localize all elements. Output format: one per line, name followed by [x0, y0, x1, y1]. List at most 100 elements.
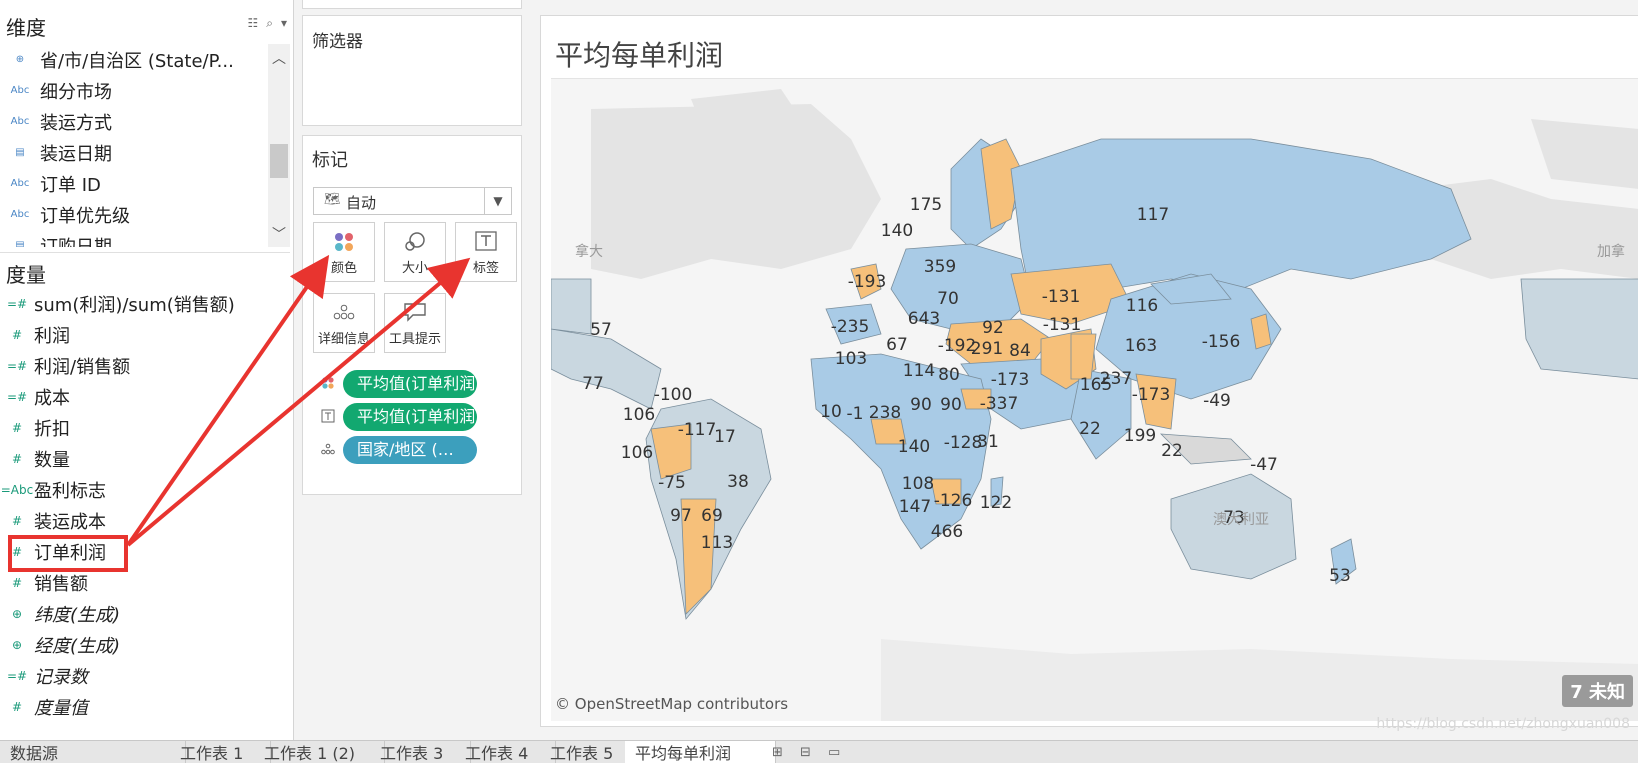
- label-button[interactable]: 标签: [455, 222, 517, 282]
- country-profit-label: 57: [590, 320, 612, 340]
- measure-field[interactable]: =# 成本: [0, 381, 290, 412]
- country-profit-label: -156: [1201, 332, 1241, 352]
- dimension-field[interactable]: ⊕ 省/市/自治区 (State/P...: [0, 44, 268, 75]
- dimension-field[interactable]: Abc 装运方式: [0, 106, 268, 137]
- scroll-thumb[interactable]: [270, 144, 288, 178]
- new-sheet-icon[interactable]: ⊞: [772, 745, 783, 760]
- filters-card[interactable]: 筛选器: [302, 15, 522, 126]
- measure-field[interactable]: =# 利润/销售额: [0, 350, 290, 381]
- mark-type-select[interactable]: 🗺 自动 ▼: [313, 187, 512, 215]
- country-profit-label: 92: [982, 318, 1004, 338]
- measure-field[interactable]: # 利润: [0, 319, 290, 350]
- tab-sheet[interactable]: 工作表 3: [370, 741, 471, 763]
- tooltip-button-label: 工具提示: [388, 332, 441, 347]
- search-icon[interactable]: ⌕: [266, 16, 273, 30]
- country-profit-label: 103: [834, 349, 868, 369]
- dimension-field[interactable]: Abc 订单优先级: [0, 199, 268, 230]
- size-button[interactable]: 大小: [384, 222, 446, 282]
- mexico-central-america: [551, 328, 662, 410]
- tab-sheet[interactable]: 平均每单利润: [625, 741, 776, 763]
- dimension-field[interactable]: Abc 订单 ID: [0, 168, 268, 199]
- world-map[interactable]: 57 77 -100 106 106 -117 17 -75 38 97 69 113 175 140 35…: [551, 78, 1638, 721]
- dimensions-scrollbar[interactable]: ︿ ﹀: [268, 44, 290, 247]
- measure-field-label: 利润: [34, 325, 70, 347]
- dimension-field[interactable]: Abc 细分市场: [0, 75, 268, 106]
- mark-type-label: 自动: [346, 194, 377, 212]
- measure-field[interactable]: ⊕ 纬度(生成): [0, 598, 290, 629]
- tab-sheet[interactable]: 工作表 1: [170, 741, 271, 763]
- size-button-label: 大小: [401, 261, 428, 276]
- measure-field[interactable]: ⊕ 经度(生成): [0, 629, 290, 660]
- measure-field[interactable]: # 折扣: [0, 412, 290, 443]
- country-profit-label: 90: [940, 395, 962, 415]
- measure-field[interactable]: =# 记录数: [0, 660, 290, 691]
- country-profit-label: -75: [658, 473, 686, 493]
- new-dashboard-icon[interactable]: ⊟: [800, 745, 811, 760]
- dimension-field[interactable]: ▤ 装运日期: [0, 137, 268, 168]
- measure-field[interactable]: # 订单利润: [0, 536, 290, 567]
- country-profit-label: 114: [902, 361, 936, 381]
- calc-measure-icon: =#: [6, 389, 28, 404]
- label-pill-row: 平均值(订单利润): [313, 403, 482, 431]
- abc-icon: Abc: [10, 209, 30, 220]
- tab-sheet[interactable]: 工作表 4: [455, 741, 556, 763]
- dropdown-icon[interactable]: ▾: [280, 16, 287, 30]
- color-button-label: 颜色: [330, 261, 357, 276]
- detail-pill[interactable]: 国家/地区 (Cou..: [343, 436, 477, 464]
- tab-data-source[interactable]: 数据源: [0, 741, 186, 763]
- measure-field[interactable]: # 度量值: [0, 691, 290, 722]
- usa-west: [551, 278, 592, 335]
- measure-field[interactable]: =Abc 盈利标志: [0, 474, 290, 505]
- country-profit-label: 140: [880, 221, 914, 241]
- country-profit-label: -193: [847, 272, 887, 292]
- measure-field-label: 利润/销售额: [34, 356, 131, 378]
- dimension-field-label: 细分市场: [40, 81, 112, 103]
- measure-field-label: 记录数: [34, 666, 88, 688]
- country-profit-label: 175: [909, 195, 943, 215]
- measure-field[interactable]: # 销售额: [0, 567, 290, 598]
- measure-field-label: 度量值: [34, 697, 88, 719]
- detail-dots-icon: [313, 443, 343, 458]
- measure-field[interactable]: # 装运成本: [0, 505, 290, 536]
- measure-field[interactable]: =# sum(利润)/sum(销售额): [0, 288, 290, 319]
- north-america-land: [591, 104, 881, 279]
- scroll-up-icon[interactable]: ︿: [272, 51, 286, 67]
- country-profit-label: 238: [868, 403, 902, 423]
- dimension-field-label: 装运方式: [40, 112, 112, 134]
- measure-field-label: 订单利润: [34, 542, 106, 564]
- sheet-title: 平均每单利润: [555, 39, 724, 72]
- tooltip-button[interactable]: 工具提示: [384, 293, 446, 353]
- scroll-down-icon[interactable]: ﹀: [272, 227, 286, 243]
- country-profit-label: -173: [990, 370, 1030, 390]
- color-pill[interactable]: 平均值(订单利润): [343, 370, 482, 398]
- background-label-canada-east: 加拿: [1597, 244, 1625, 260]
- new-story-icon[interactable]: ▭: [828, 745, 841, 760]
- text-t-icon: [456, 231, 516, 255]
- detail-pill-row: 国家/地区 (Cou..: [313, 436, 477, 464]
- list-view-icon[interactable]: ☷: [247, 16, 259, 30]
- australia: [1170, 473, 1297, 580]
- country-profit-label: 113: [700, 533, 734, 553]
- dimension-field[interactable]: ▤ 订购日期: [0, 230, 268, 248]
- tab-sheet[interactable]: 工作表 1 (2): [254, 741, 385, 763]
- measure-icon: #: [11, 451, 23, 466]
- country-profit-label: 22: [1079, 419, 1101, 439]
- unknown-indicator[interactable]: 7 未知: [1562, 675, 1633, 707]
- color-button[interactable]: 颜色: [313, 222, 375, 282]
- label-pill[interactable]: 平均值(订单利润): [343, 403, 482, 431]
- dimension-field-label: 订单优先级: [40, 205, 130, 227]
- measure-field-label: 成本: [34, 387, 70, 409]
- country-profit-label: 53: [1329, 566, 1351, 586]
- kazakhstan: [1010, 263, 1132, 325]
- country-profit-label: 84: [1009, 341, 1031, 361]
- color-dots-icon: [314, 231, 374, 255]
- measure-field[interactable]: # 数量: [0, 443, 290, 474]
- detail-button[interactable]: 详细信息: [313, 293, 375, 353]
- osm-credit[interactable]: © OpenStreetMap contributors: [555, 695, 789, 713]
- chevron-down-icon[interactable]: ▼: [484, 188, 511, 214]
- country-profit-label: 97: [670, 506, 692, 526]
- country-profit-label: 22: [1161, 441, 1183, 461]
- antarctica-land: [881, 639, 1638, 721]
- dimension-field-label: 省/市/自治区 (State/P...: [40, 50, 234, 72]
- country-profit-label: 73: [1223, 508, 1245, 528]
